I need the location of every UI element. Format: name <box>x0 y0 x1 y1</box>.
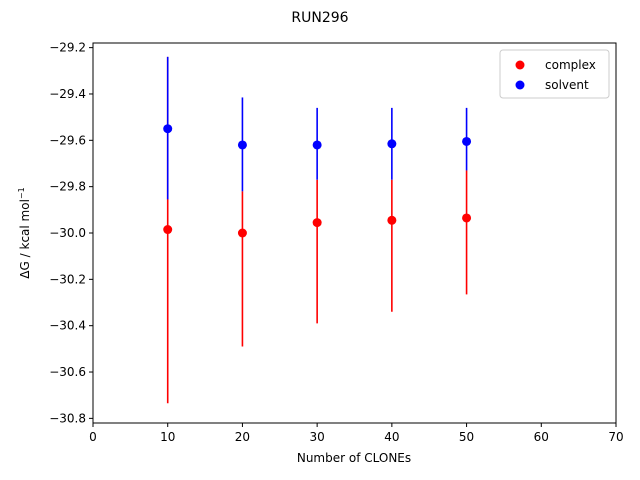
x-tick-label-6: 60 <box>534 430 549 444</box>
complex-point-4 <box>462 213 472 223</box>
y-tick-label-3: −30.2 <box>49 272 86 286</box>
y-axis: −30.8 −30.6 −30.4 −30.2 −30.0 −29.8 −29.6 −29.4… <box>49 41 93 425</box>
x-axis-label: Number of CLONEs <box>297 451 411 465</box>
solvent-point-1 <box>237 140 247 150</box>
x-tick-label-5: 50 <box>459 430 474 444</box>
y-tick-label-8: −29.2 <box>49 41 86 55</box>
x-tick-label-3: 30 <box>310 430 325 444</box>
plot-frame <box>92 42 617 424</box>
y-tick-label-5: −29.8 <box>49 180 86 194</box>
y-tick-label-7: −29.4 <box>49 87 86 101</box>
complex-point-3 <box>387 215 397 225</box>
chart-title: RUN296 <box>291 10 348 26</box>
x-axis: 0 10 20 30 40 50 60 70 <box>89 423 624 444</box>
solvent-point-4 <box>462 136 472 146</box>
complex-point-0 <box>163 225 173 235</box>
x-tick-label-7: 70 <box>608 430 623 444</box>
x-tick-label-2: 20 <box>235 430 250 444</box>
y-tick-label-1: −30.6 <box>49 365 86 379</box>
legend-label-complex: complex <box>545 58 596 72</box>
x-tick-label-4: 40 <box>384 430 399 444</box>
x-tick-label-1: 10 <box>160 430 175 444</box>
complex-point-2 <box>312 218 322 228</box>
legend-marker-solvent <box>515 80 525 90</box>
solvent-point-0 <box>163 124 173 134</box>
legend: complex solvent <box>499 49 610 99</box>
solvent-point-3 <box>387 139 397 149</box>
y-axis-label-main: ΔG / kcal mol <box>18 199 32 279</box>
y-axis-label-superscript: −1 <box>17 187 26 199</box>
y-tick-label-4: −30.0 <box>49 226 86 240</box>
y-tick-label-0: −30.8 <box>49 411 86 425</box>
solvent-point-2 <box>312 140 322 150</box>
y-tick-label-2: −30.4 <box>49 319 86 333</box>
x-tick-label-0: 0 <box>89 430 97 444</box>
legend-marker-complex <box>515 60 525 70</box>
legend-label-solvent: solvent <box>545 78 589 92</box>
legend-box <box>499 49 610 99</box>
plot-marks <box>163 56 472 404</box>
y-tick-label-6: −29.6 <box>49 133 86 147</box>
complex-point-1 <box>237 228 247 238</box>
y-axis-label: ΔG / kcal mol−1 <box>17 187 32 278</box>
